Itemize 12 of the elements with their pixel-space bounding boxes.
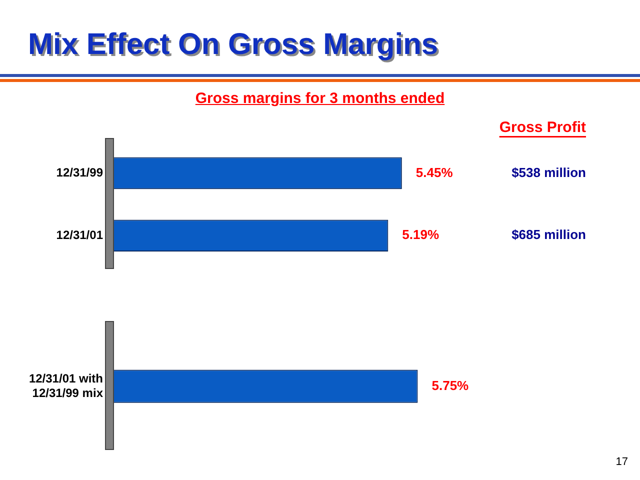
chart-subtitle: Gross margins for 3 months ended [194, 90, 446, 107]
y-tick-label: 12/31/01 with 12/31/99 mix [28, 371, 104, 400]
chart-title: Mix Effect On Gross Margins [28, 28, 438, 62]
text: 17 [616, 456, 628, 468]
data-label: 5.75% [432, 378, 470, 393]
y-tick-label: 12/31/99 [56, 166, 104, 180]
data-label: 5.19% [402, 227, 440, 242]
data-label: 5.45% [416, 164, 454, 180]
text: Gross Profit [499, 119, 586, 136]
text: $538 million [512, 164, 586, 180]
text: $685 million [512, 227, 586, 242]
y-tick-label: 12/31/01 [56, 228, 104, 242]
